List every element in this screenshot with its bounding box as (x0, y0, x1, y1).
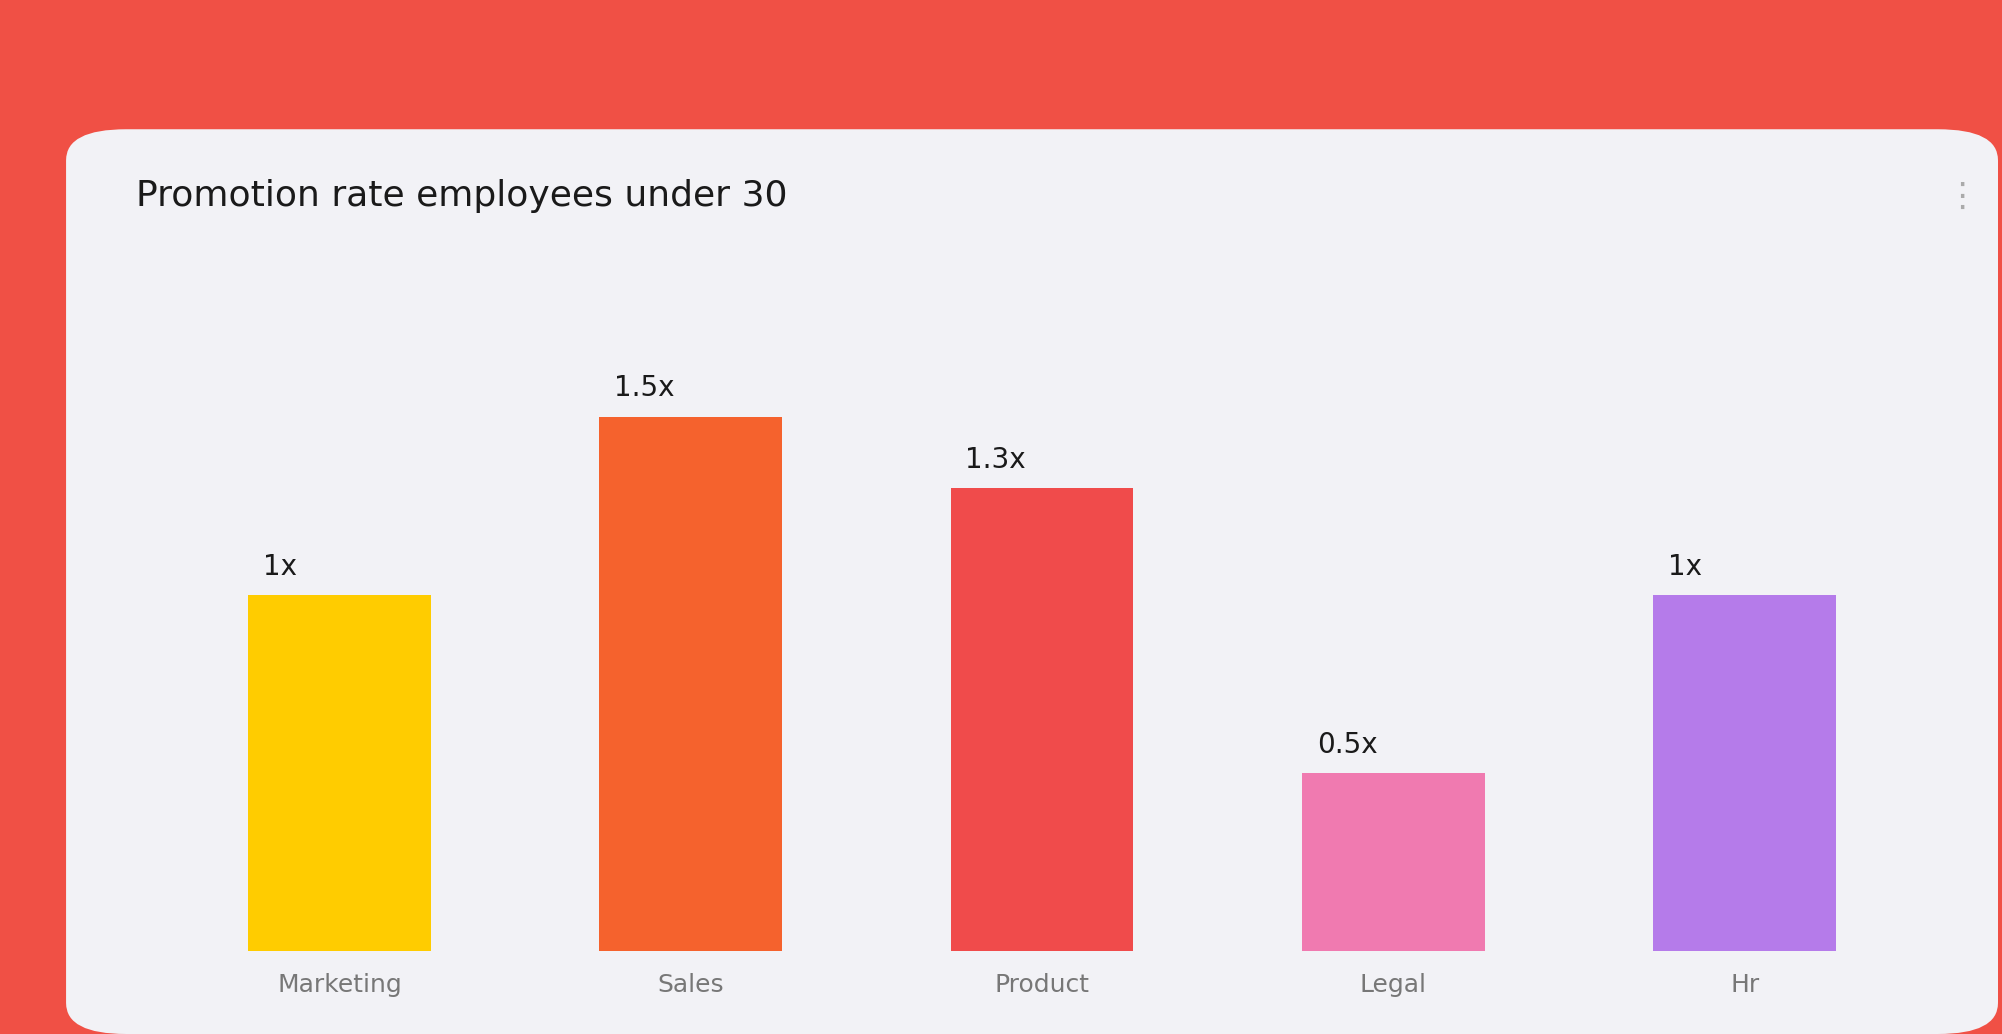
Text: 1x: 1x (262, 552, 296, 580)
Bar (951, 488, 1133, 951)
Bar (599, 417, 783, 951)
Text: 1.3x: 1.3x (965, 446, 1025, 474)
Bar (1654, 595, 1836, 951)
Text: Promotion rate employees under 30: Promotion rate employees under 30 (136, 180, 787, 213)
Bar (248, 595, 430, 951)
Text: 1.5x: 1.5x (615, 374, 675, 402)
Text: 1x: 1x (1668, 552, 1702, 580)
Bar (1301, 773, 1485, 951)
Text: 0.5x: 0.5x (1317, 731, 1377, 759)
Text: ⋮: ⋮ (1946, 180, 1978, 213)
